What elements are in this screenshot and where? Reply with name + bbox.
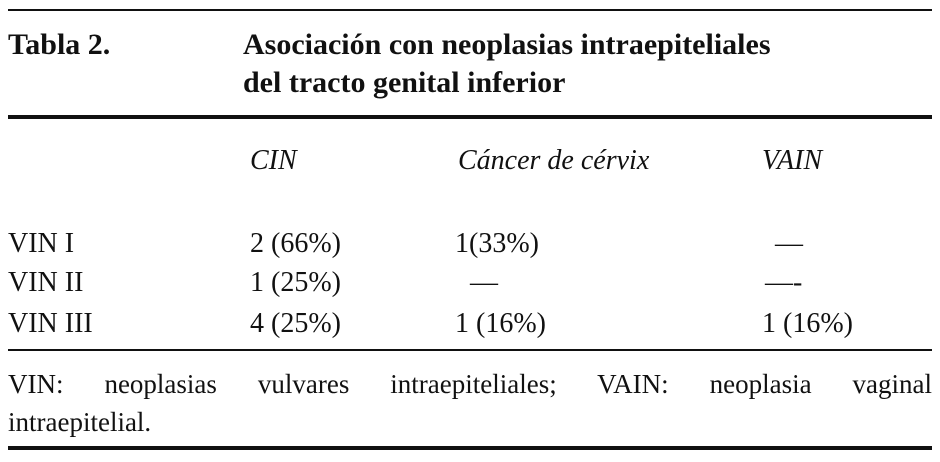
cell: 1 (25%) (250, 267, 341, 298)
table-label: Tabla 2. (8, 28, 111, 61)
cell: 1(33%) (455, 228, 539, 259)
column-header: VAIN (762, 145, 823, 176)
cell: 1 (16%) (762, 308, 853, 339)
footnote: intraepitelial. (8, 407, 152, 437)
top-rule (8, 9, 932, 11)
column-header: Cáncer de cérvix (458, 145, 650, 176)
header-rule (8, 115, 932, 119)
bottom-rule (8, 446, 932, 450)
table-title: del tracto genital inferior (243, 66, 566, 99)
cell: — (775, 228, 803, 259)
cell: —- (765, 267, 803, 298)
cell: 1 (16%) (455, 308, 546, 339)
row-label: VIN II (8, 267, 84, 298)
footnote: VIN: neoplasias vulvares intraepiteliale… (8, 369, 932, 399)
column-header: CIN (250, 145, 297, 176)
body-rule (8, 349, 932, 351)
cell: — (470, 267, 498, 298)
row-label: VIN III (8, 308, 93, 339)
cell: 4 (25%) (250, 308, 341, 339)
row-label: VIN I (8, 228, 75, 259)
table-title: Asociación con neoplasias intraepitelial… (243, 28, 771, 61)
cell: 2 (66%) (250, 228, 341, 259)
